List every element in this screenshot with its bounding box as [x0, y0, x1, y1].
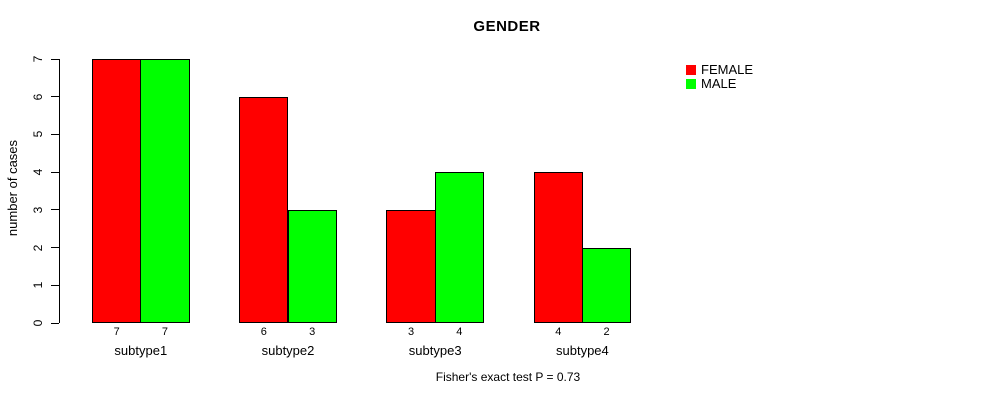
x-category-label: subtype3	[408, 343, 462, 358]
y-tick-mark	[51, 133, 59, 135]
bar-male-subtype1	[140, 59, 190, 323]
legend: FEMALE MALE	[686, 63, 753, 91]
legend-swatch-male	[686, 78, 696, 89]
y-axis-label: number of cases	[5, 139, 20, 237]
caption: Fisher's exact test P = 0.73	[435, 370, 581, 384]
y-tick-mark	[51, 171, 59, 173]
bar-value-label: 4	[555, 326, 562, 338]
bar-value-label: 6	[260, 326, 267, 338]
bar-female-subtype1	[92, 59, 142, 323]
bar-value-label: 7	[113, 326, 120, 338]
bar-male-subtype2	[287, 209, 337, 323]
bar-value-label: 3	[407, 326, 415, 338]
y-tick-label: 0	[31, 319, 45, 327]
bar-value-label: 3	[309, 326, 316, 338]
bar-female-subtype3	[386, 209, 436, 323]
y-tick-label: 4	[31, 168, 45, 176]
y-tick-label: 6	[31, 93, 45, 101]
legend-label: MALE	[701, 76, 737, 91]
y-tick-mark	[51, 209, 59, 211]
bar-male-subtype4	[581, 247, 632, 323]
x-category-label: subtype2	[261, 343, 315, 358]
bar-male-subtype3	[434, 172, 484, 323]
legend-swatch-female	[686, 64, 696, 75]
legend-label: FEMALE	[701, 62, 754, 77]
bar-female-subtype2	[239, 96, 289, 323]
bar-value-label: 4	[456, 326, 463, 338]
y-tick-label: 3	[31, 206, 45, 214]
chart-title: GENDER	[473, 18, 541, 35]
bar-female-subtype4	[533, 172, 583, 323]
legend-item-female: FEMALE	[686, 63, 753, 76]
legend-item-male: MALE	[686, 77, 753, 90]
y-tick-label: 2	[31, 244, 45, 251]
y-tick-mark	[51, 284, 59, 286]
y-tick-label: 5	[31, 131, 45, 138]
x-category-label: subtype4	[556, 343, 609, 358]
y-tick-mark	[51, 58, 59, 60]
y-tick-mark	[51, 247, 59, 249]
y-tick-label: 7	[31, 55, 45, 63]
x-category-label: subtype1	[114, 343, 168, 358]
y-tick-label: 1	[31, 281, 45, 289]
bar-value-label: 2	[603, 326, 610, 338]
bar-value-label: 7	[161, 326, 168, 338]
y-tick-mark	[51, 322, 59, 324]
y-axis-line	[59, 59, 60, 323]
y-tick-mark	[51, 96, 59, 98]
